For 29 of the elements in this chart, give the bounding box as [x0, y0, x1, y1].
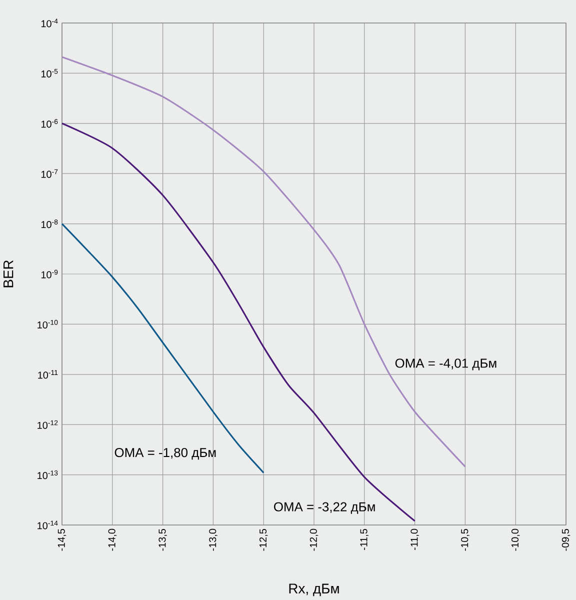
line-series — [61, 56, 466, 468]
y-tick-label: 10$^{-4}$ — [41, 18, 58, 28]
x-tick-label: -09,5 — [562, 528, 570, 551]
y-tick-label: 10$^{-6}$ — [41, 119, 58, 128]
y-tick-label: 10$^{-9}$ — [41, 270, 58, 278]
y-tick-label: 10$^{-11}$ — [38, 370, 58, 379]
y-tick-label: 10$^{-8}$ — [41, 220, 58, 228]
y-tick-label: 10$^{-7}$ — [41, 169, 58, 178]
x-tick-label: -12,0 — [310, 528, 318, 551]
x-tick-label: -11,0 — [410, 528, 419, 550]
x-tick-label: -13,0 — [209, 528, 218, 551]
x-tick-label: -10,5 — [461, 528, 470, 551]
x-tick-label: -11,5 — [360, 528, 368, 550]
x-tick-label: -12,5 — [259, 528, 268, 551]
x-tick-label: -14,5 — [58, 528, 66, 551]
y-tick-label: 10$^{-12}$ — [38, 420, 58, 429]
series-label: OMA = -4,01 дБм — [395, 358, 496, 370]
x-tick-label: -10,0 — [511, 528, 520, 551]
x-tick-label: -14,0 — [108, 528, 117, 551]
y-tick-label: 10$^{-13}$ — [38, 470, 58, 480]
line-series — [61, 223, 264, 474]
y-tick-label: 10$^{-14}$ — [38, 520, 58, 530]
series-label: OMA = -3,22 дБм — [274, 502, 375, 514]
y-axis-title: BER — [4, 260, 14, 288]
y-tick-label: 10$^{-10}$ — [38, 320, 58, 328]
x-axis-title: Rx, дБм — [289, 584, 339, 596]
y-tick-label: 10$^{-5}$ — [41, 68, 58, 78]
series-label: OMA = -1,80 дБм — [114, 448, 216, 460]
x-tick-label: -13,5 — [158, 528, 167, 551]
